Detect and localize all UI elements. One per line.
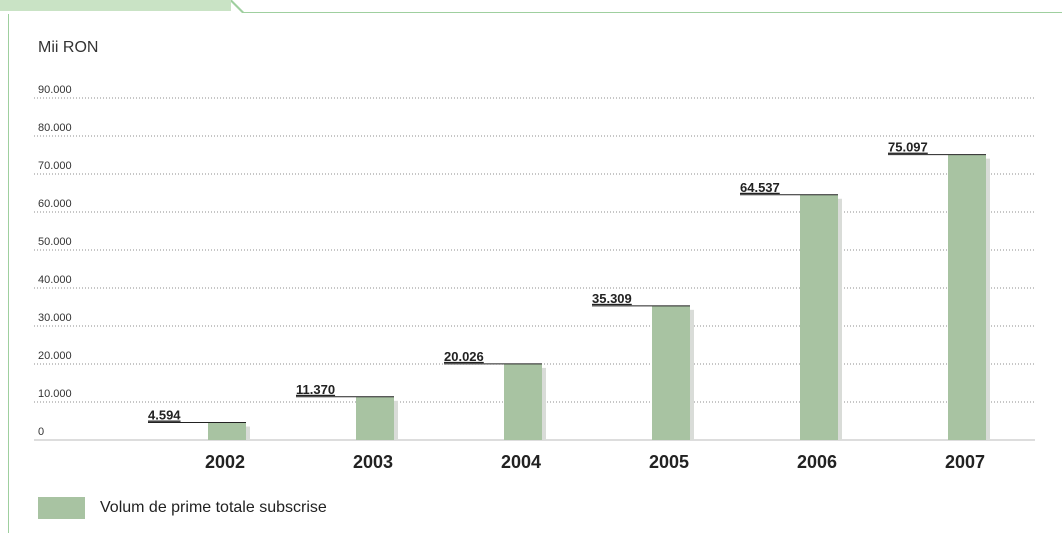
- y-tick-label: 50.000: [38, 236, 72, 248]
- y-tick-label: 20.000: [38, 350, 72, 362]
- x-tick-label: 2002: [205, 452, 245, 472]
- data-label: 11.370: [296, 382, 335, 397]
- chart-legend: Volum de prime totale subscrise: [38, 497, 327, 519]
- data-label: 20.026: [444, 349, 484, 364]
- x-tick-label: 2005: [649, 452, 689, 472]
- bar: [208, 422, 246, 440]
- x-tick-label: 2004: [501, 452, 541, 472]
- bar: [504, 363, 542, 440]
- header-tab-fill: [0, 0, 231, 11]
- y-tick-label: 80.000: [38, 122, 72, 134]
- y-tick-label: 90.000: [38, 84, 72, 96]
- frame-left-border: [8, 14, 9, 533]
- legend-swatch: [38, 497, 85, 519]
- bar: [652, 305, 690, 440]
- y-tick-label: 70.000: [38, 160, 72, 172]
- y-axis-unit-label: Mii RON: [38, 39, 98, 56]
- y-tick-label: 0: [38, 426, 44, 438]
- x-tick-label: 2003: [353, 452, 393, 472]
- bar-chart: Mii RON 0 10.000 20.000 30.000 40.000 50.000 60…: [34, 39, 1035, 472]
- y-tick-label: 40.000: [38, 274, 72, 286]
- x-tick-label: 2007: [945, 452, 985, 472]
- legend-label: Volum de prime totale subscrise: [100, 499, 327, 516]
- bar: [948, 154, 986, 440]
- x-tick-label: 2006: [797, 452, 837, 472]
- bar: [800, 194, 838, 440]
- y-tick-label: 10.000: [38, 388, 72, 400]
- y-tick-label: 30.000: [38, 312, 72, 324]
- data-label: 35.309: [592, 291, 632, 306]
- data-label: 64.537: [740, 180, 780, 195]
- data-label: 75.097: [888, 140, 928, 155]
- frame-top-decoration: [0, 0, 1062, 13]
- data-label: 4.594: [148, 408, 181, 423]
- y-tick-label: 60.000: [38, 198, 72, 210]
- bar: [356, 396, 394, 440]
